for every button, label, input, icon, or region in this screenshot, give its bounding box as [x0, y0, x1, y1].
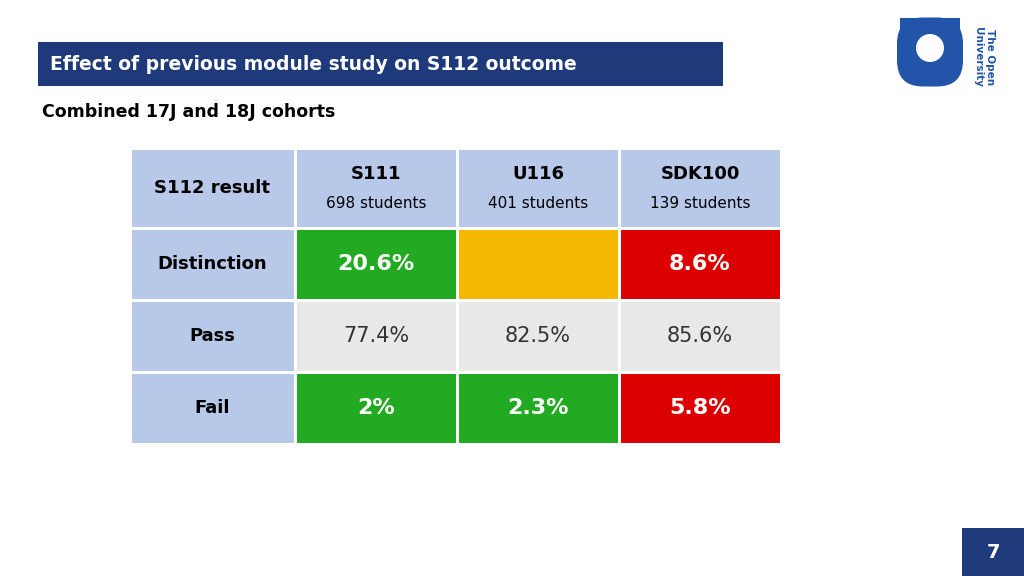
- Bar: [131, 301, 294, 370]
- Text: S111: S111: [351, 165, 401, 183]
- Bar: [459, 301, 617, 370]
- Text: Pass: Pass: [189, 327, 236, 345]
- Bar: [459, 373, 617, 442]
- Bar: [131, 229, 294, 298]
- Bar: [131, 373, 294, 442]
- Text: 20.6%: 20.6%: [337, 254, 415, 274]
- Text: 698 students: 698 students: [326, 196, 426, 211]
- Text: 8.6%: 8.6%: [669, 254, 731, 274]
- Text: 5.8%: 5.8%: [670, 398, 731, 418]
- Bar: [459, 229, 617, 298]
- Bar: [131, 150, 294, 226]
- Text: 15.2%: 15.2%: [500, 254, 577, 274]
- Text: SDK100: SDK100: [660, 165, 739, 183]
- Text: Distinction: Distinction: [158, 255, 267, 273]
- Text: Combined 17J and 18J cohorts: Combined 17J and 18J cohorts: [42, 103, 336, 121]
- Bar: [297, 301, 456, 370]
- Bar: [900, 17, 961, 50]
- Text: Effect of previous module study on S112 outcome: Effect of previous module study on S112 …: [50, 55, 577, 74]
- Text: 139 students: 139 students: [650, 196, 751, 211]
- Bar: [962, 528, 1024, 576]
- Bar: [459, 150, 617, 226]
- Text: The Open
University: The Open University: [973, 27, 994, 87]
- Bar: [621, 150, 779, 226]
- Bar: [297, 373, 456, 442]
- Text: S112 result: S112 result: [155, 179, 270, 197]
- Bar: [297, 150, 456, 226]
- Text: 77.4%: 77.4%: [343, 326, 409, 346]
- Text: Fail: Fail: [195, 399, 230, 417]
- Text: 85.6%: 85.6%: [667, 326, 733, 346]
- Bar: [621, 229, 779, 298]
- Bar: [621, 373, 779, 442]
- Text: 7: 7: [986, 543, 999, 562]
- Bar: [297, 229, 456, 298]
- Text: 2.3%: 2.3%: [507, 398, 568, 418]
- Bar: [38, 42, 723, 86]
- Circle shape: [916, 34, 944, 62]
- Bar: [621, 301, 779, 370]
- Text: U116: U116: [512, 165, 564, 183]
- FancyBboxPatch shape: [897, 17, 963, 86]
- Text: 401 students: 401 students: [487, 196, 588, 211]
- Text: 2%: 2%: [357, 398, 395, 418]
- Text: 82.5%: 82.5%: [505, 326, 571, 346]
